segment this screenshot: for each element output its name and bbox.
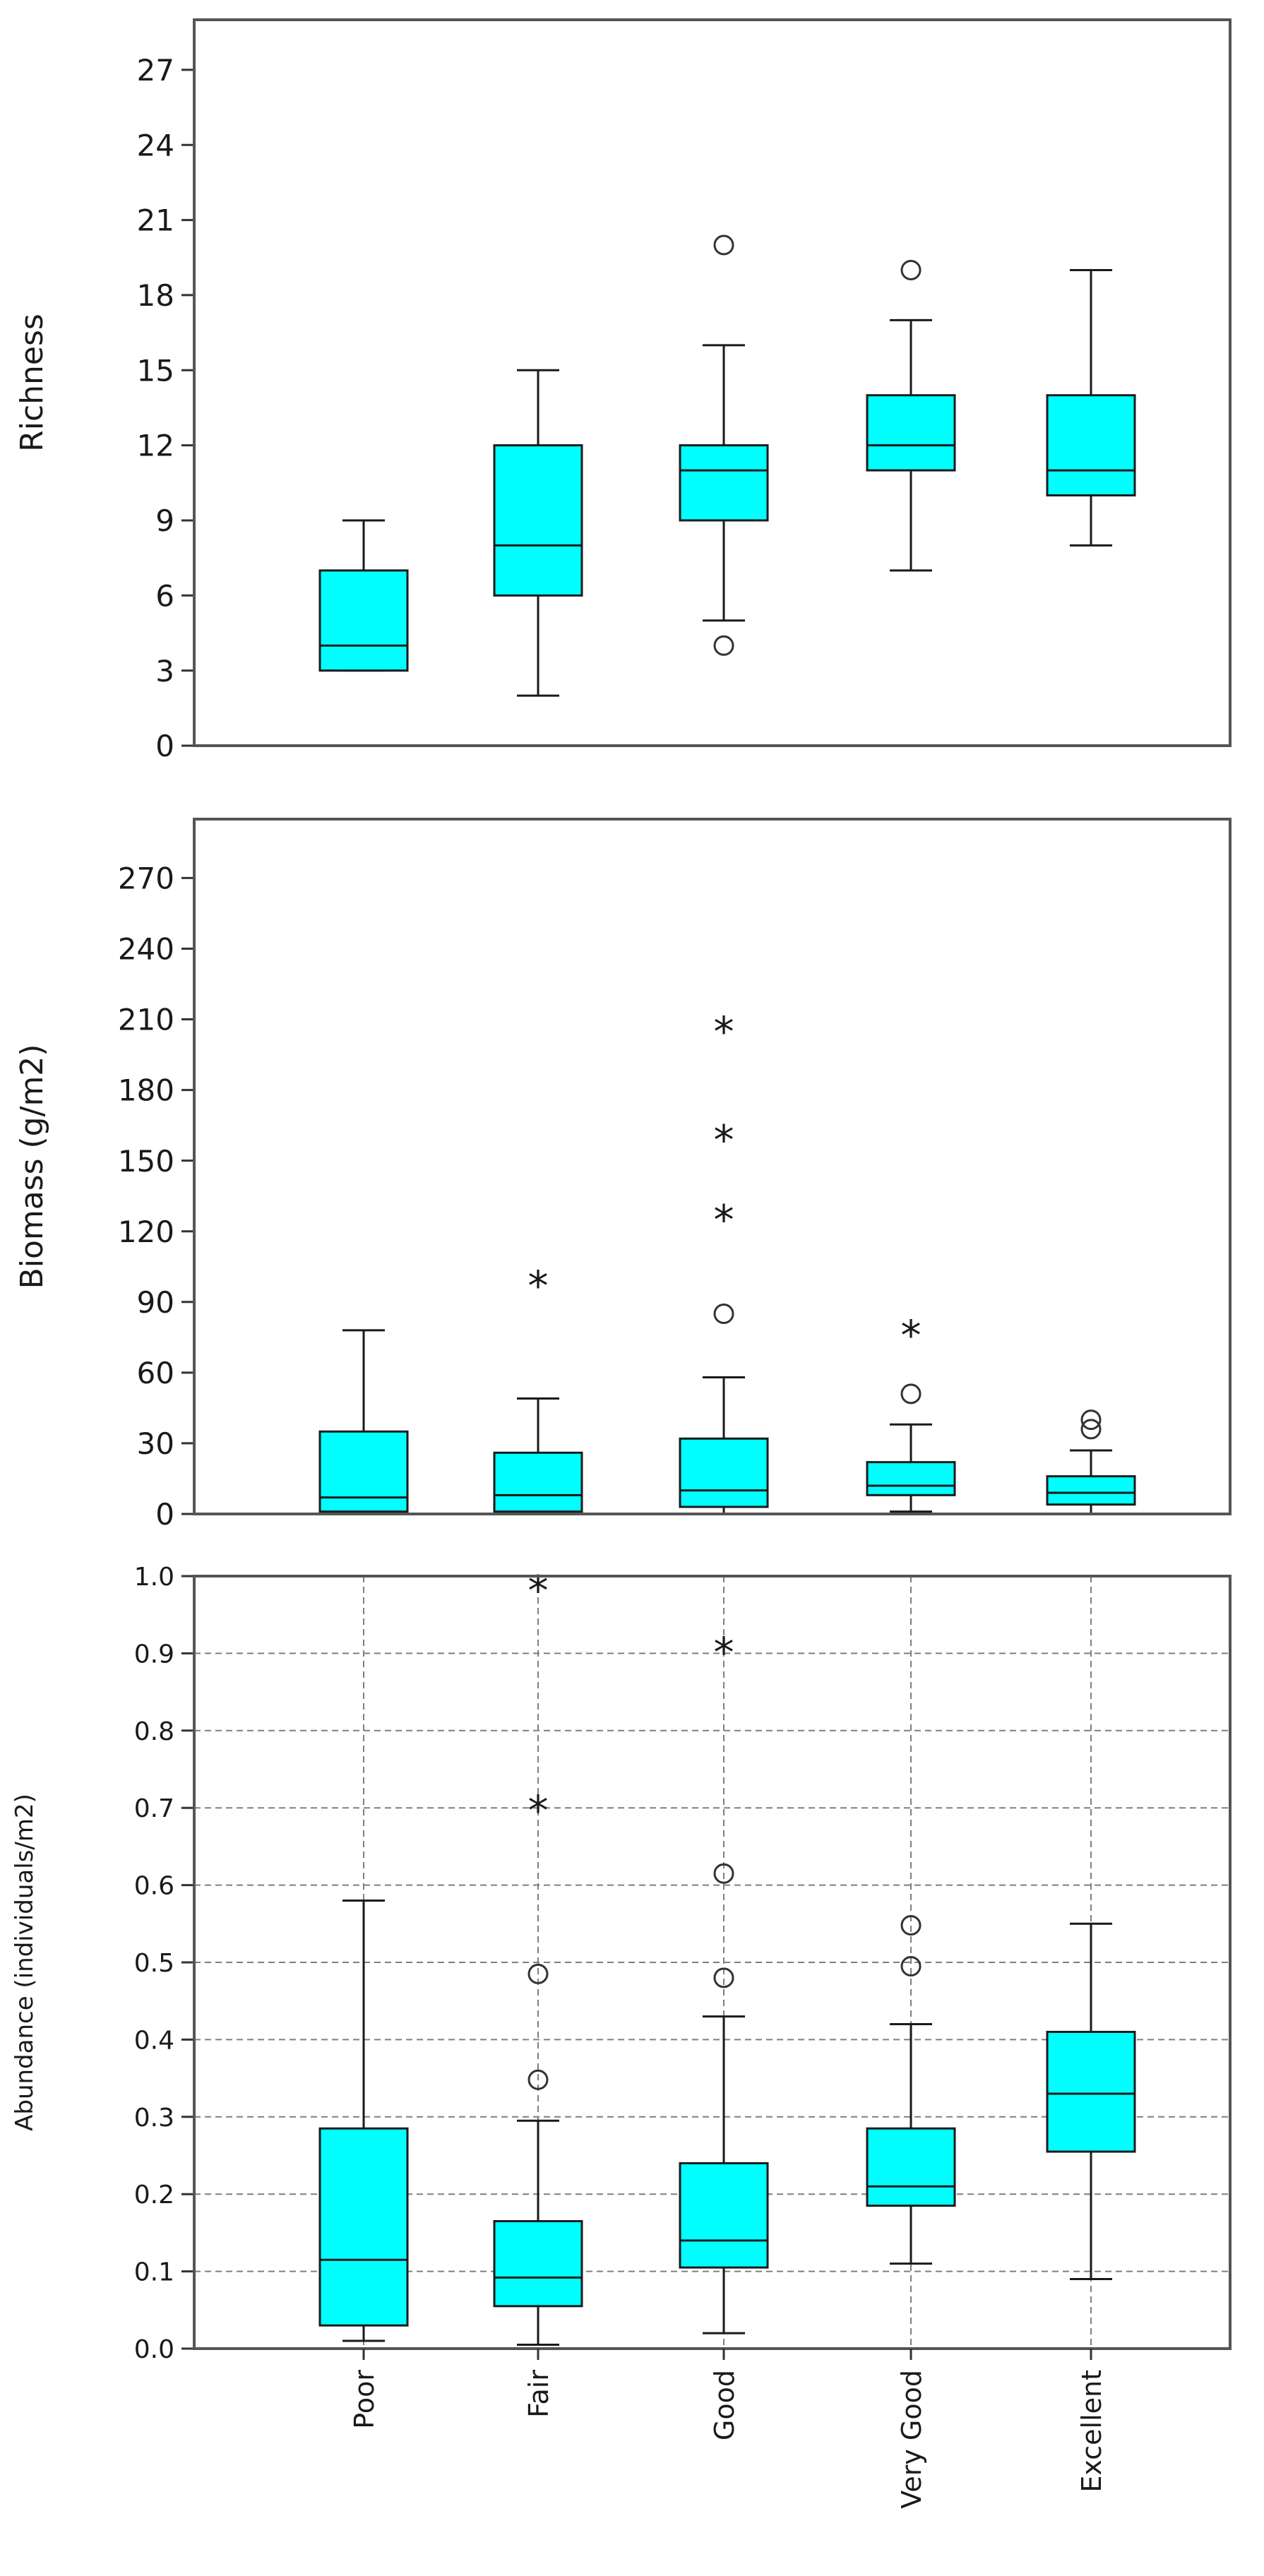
box-excellent: [1046, 1922, 1136, 2281]
y-tick-label: 0.1: [134, 2258, 174, 2287]
y-tick-label: 9: [155, 503, 174, 538]
chart-panel-3: 0.0 0.1 0.2 0.3 0.4 0.5 0.6 0.7 0.8 0.9 1.0 Abundan…: [11, 1563, 1232, 2364]
y-tick-label: 3: [155, 654, 174, 688]
chart-panel-2: 0 30 60 90 120 150 180 210 240 270 Biomass (g/m2) *…: [14, 818, 1232, 1532]
outlier-point: [1080, 1419, 1102, 1440]
y-tick-label: 0.6: [134, 1872, 174, 1901]
y-tick-label: 0.2: [134, 2181, 174, 2210]
outlier-point: [527, 2069, 549, 2090]
y-tick-label: 0: [155, 1497, 174, 1532]
iqr-box: [1046, 1475, 1136, 1506]
iqr-box: [318, 2127, 409, 2327]
box-good: [679, 234, 769, 656]
y-tick-label: 240: [118, 932, 174, 967]
outlier-point: [713, 1967, 734, 1988]
y-tick-label: 0.5: [134, 1949, 174, 1978]
iqr-box: [493, 1451, 583, 1513]
y-axis-title: Abundance (individuals/m2): [11, 1794, 39, 2131]
y-tick-label: 15: [137, 353, 174, 388]
iqr-box: [866, 394, 956, 472]
outlier-point: [713, 1303, 734, 1324]
y-tick-label: 24: [137, 128, 174, 162]
outlier-point: [1080, 1409, 1102, 1431]
box-excellent: [1046, 1409, 1136, 1515]
y-tick-label: 60: [137, 1356, 174, 1390]
extreme-point: *: [714, 1116, 734, 1164]
chart-panel-1: 0 3 6 9 12 15 18 21 24 27 Richness: [14, 18, 1232, 763]
iqr-box: [318, 569, 409, 672]
extreme-point: *: [714, 1008, 734, 1056]
y-tick-label: 27: [137, 53, 174, 88]
x-category-label-excellent: Excellent: [1076, 2370, 1107, 2493]
box-very-good: [866, 1914, 956, 2265]
y-tick-label: 0.0: [134, 2335, 174, 2364]
iqr-box: [493, 444, 583, 597]
box-excellent: [1046, 268, 1136, 547]
y-tick-label: 12: [137, 429, 174, 463]
box-poor: [318, 1329, 409, 1515]
y-tick-label: 18: [137, 278, 174, 313]
box-fair: [493, 369, 583, 697]
iqr-box: [679, 1437, 769, 1508]
x-category-label-very-good: Very Good: [896, 2370, 927, 2509]
extreme-point: *: [901, 1311, 922, 1359]
outlier-point: [527, 1963, 549, 1984]
iqr-box: [866, 1461, 956, 1496]
outlier-point: [713, 635, 734, 656]
y-axis-title: Biomass (g/m2): [14, 1044, 50, 1289]
iqr-box: [679, 444, 769, 522]
plot-frame: [193, 18, 1232, 747]
y-tick-label: 0.8: [134, 1717, 174, 1746]
y-tick-label: 30: [137, 1426, 174, 1461]
plot-frame: [193, 818, 1232, 1515]
y-tick-label: 90: [137, 1285, 174, 1320]
x-category-label-good: Good: [709, 2370, 740, 2440]
iqr-box: [1046, 394, 1136, 497]
y-tick-label: 21: [137, 203, 174, 238]
box-good: *: [679, 1628, 769, 2334]
iqr-box: [318, 1430, 409, 1513]
box-fair: **: [493, 1566, 583, 2347]
y-tick-label: 0: [155, 729, 174, 763]
y-tick-label: 0.4: [134, 2026, 174, 2055]
box-very-good: [866, 259, 956, 572]
y-tick-label: 0.3: [134, 2104, 174, 2133]
extreme-point: *: [528, 1566, 549, 1614]
y-tick-label: 1.0: [134, 1563, 174, 1592]
extreme-point: *: [528, 1262, 549, 1310]
outlier-point: [900, 259, 922, 280]
iqr-box: [1046, 2030, 1136, 2153]
iqr-box: [679, 2161, 769, 2269]
outlier-point: [900, 1955, 922, 1976]
y-tick-label: 120: [118, 1215, 174, 1249]
x-category-label-poor: Poor: [349, 2370, 380, 2429]
y-axis-title: Richness: [14, 314, 50, 452]
iqr-box: [493, 2219, 583, 2308]
y-tick-label: 270: [118, 861, 174, 896]
y-tick-label: 6: [155, 578, 174, 613]
box-good: * * *: [679, 1008, 769, 1515]
y-tick-label: 0.9: [134, 1640, 174, 1669]
extreme-point: *: [714, 1196, 734, 1244]
y-tick-label: 0.7: [134, 1794, 174, 1823]
box-poor: [318, 519, 409, 672]
outlier-point: [900, 1383, 922, 1405]
y-tick-label: 180: [118, 1073, 174, 1108]
y-tick-label: 210: [118, 1003, 174, 1037]
extreme-point: *: [528, 1787, 549, 1835]
extreme-point: *: [714, 1628, 734, 1676]
outlier-point: [900, 1914, 922, 1936]
outlier-point: [713, 1863, 734, 1884]
x-category-label-fair: Fair: [523, 2370, 554, 2418]
y-tick-label: 150: [118, 1144, 174, 1179]
box-poor: [318, 1899, 409, 2342]
plot-frame: [193, 1575, 1232, 2350]
box-fair: *: [493, 1262, 583, 1515]
box-very-good: *: [866, 1311, 956, 1513]
outlier-point: [713, 234, 734, 256]
iqr-box: [866, 2127, 956, 2207]
